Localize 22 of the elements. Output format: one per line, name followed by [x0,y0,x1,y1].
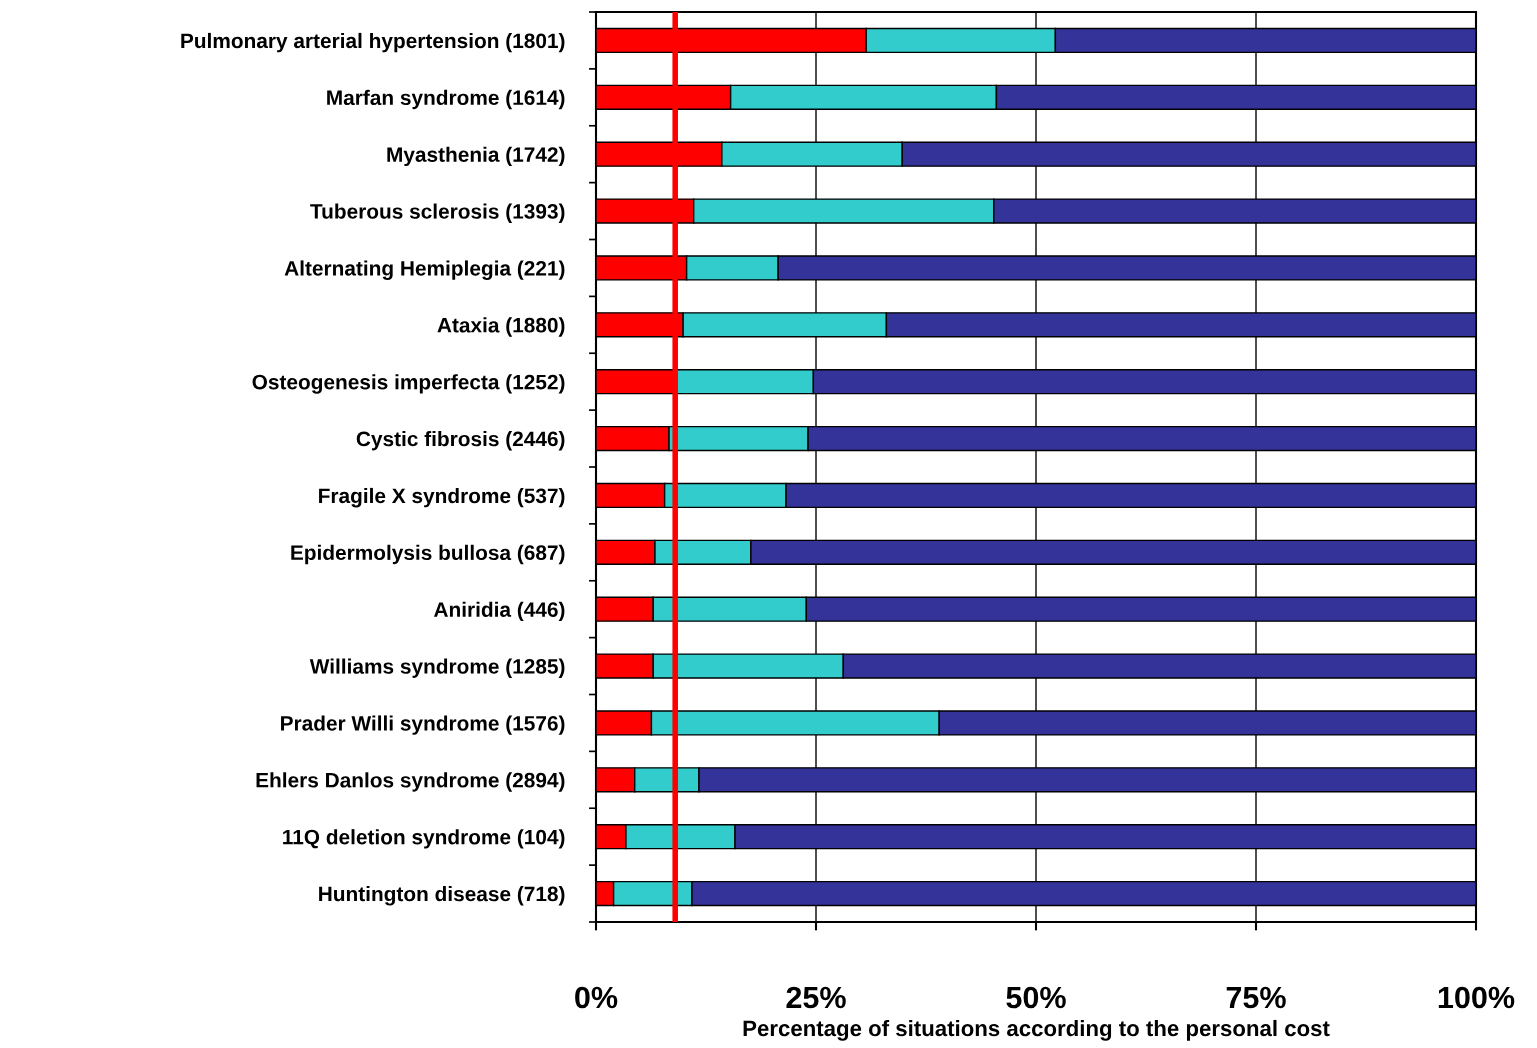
x-tick-label: 0% [575,986,618,1009]
y-tick-label: Aniridia (446) [433,601,565,622]
x-tick-label: 50% [1006,986,1066,1009]
y-tick-label: 11Q deletion syndrome (104) [283,829,565,849]
y-tick-label: Fragile X syndrome (537) [319,487,565,508]
y-tick-label: Alternating Hemiplegia (221) [284,260,565,280]
y-tick-label: Ataxia (1880) [437,317,565,337]
x-axis-title: Percentage of situations according to the personal cost [743,1019,1330,1041]
y-tick-label: Huntington disease (718) [319,886,565,906]
x-tick-label: 75% [1226,986,1286,1009]
y-tick-label: Ehlers Danlos syndrome (2894) [256,772,565,792]
y-tick-label: Epidermolysis bullosa (687) [291,544,565,565]
y-tick-label: Marfan syndrome (1614) [327,89,565,110]
y-tick-label: Pulmonary arterial hypertension (1801) [181,32,565,53]
x-tick-label: 100% [1438,986,1515,1009]
y-tick-label: Myasthenia (1742) [387,146,565,167]
y-tick-label: Williams syndrome (1285) [309,658,565,678]
y-tick-label: Prader Willi syndrome (1576) [281,715,565,735]
y-tick-label: Cystic fibrosis (2446) [356,431,565,451]
y-tick-label: Tuberous sclerosis (1393) [310,203,565,223]
y-tick-label: Osteogenesis imperfecta (1252) [252,374,565,394]
x-tick-label: 25% [786,986,846,1009]
